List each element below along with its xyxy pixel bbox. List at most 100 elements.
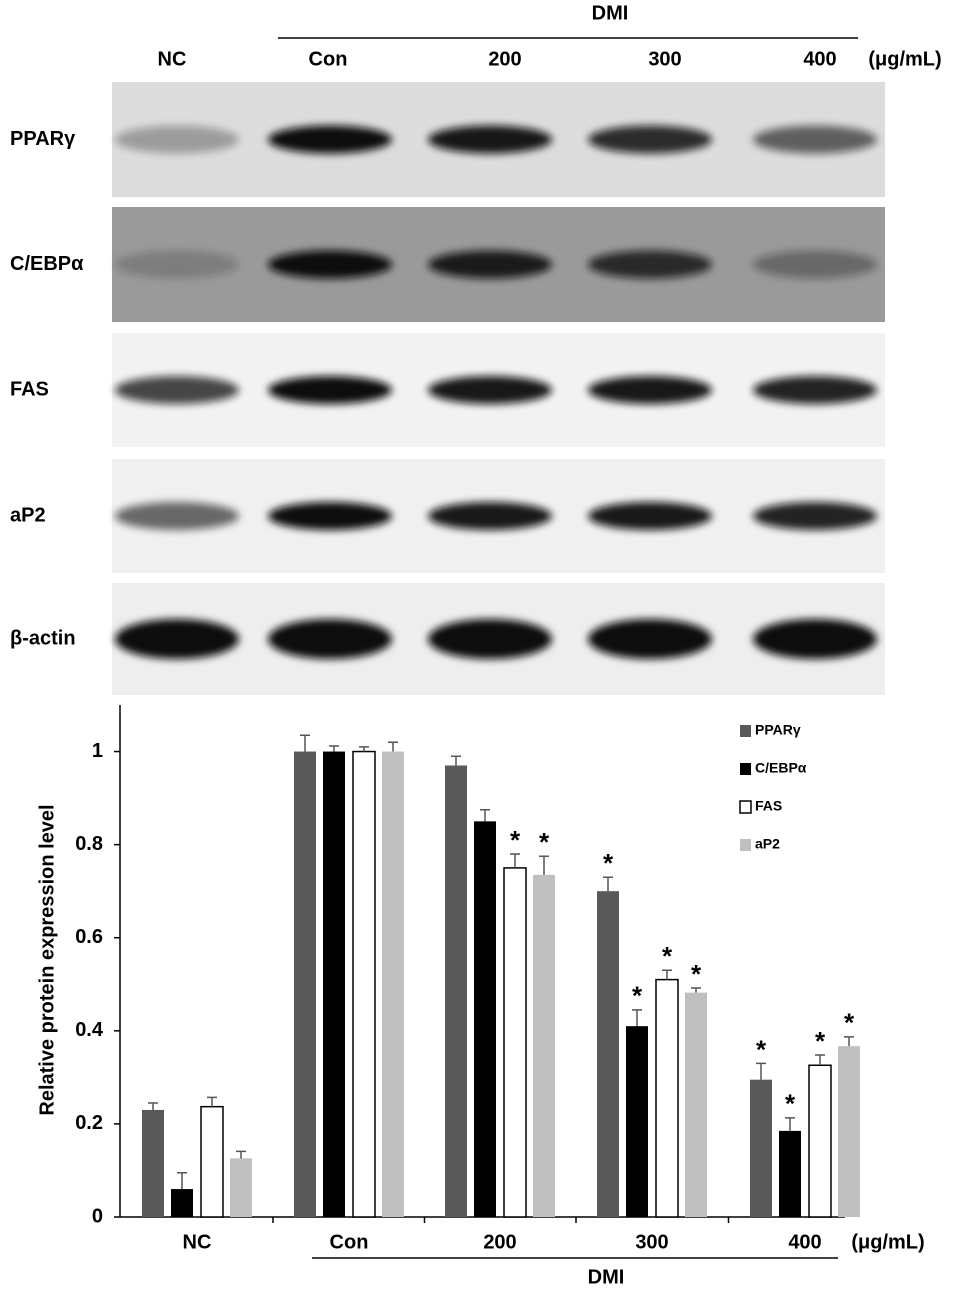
bar [142,1109,164,1217]
blot-band [268,376,392,404]
bar [597,891,619,1217]
error-bar [603,876,613,892]
y-tick-label: 0.4 [75,1019,104,1041]
error-bar [691,987,701,993]
blot-band [428,619,552,659]
bar [294,751,316,1217]
bar [779,1130,801,1217]
x-tick-label: 400 [788,1231,821,1253]
significance-mark: * [603,848,614,878]
blot-band [588,619,712,659]
blot-band [753,250,877,279]
error-bar [480,808,490,822]
significance-mark: * [662,941,673,971]
lane-label: Con [309,48,348,70]
legend-label: FAS [755,798,782,814]
error-bar [177,1172,187,1190]
bar [750,1079,772,1217]
protein-label: PPARγ [10,128,76,150]
lane-label: 200 [488,48,521,70]
error-bar [329,745,339,752]
blot-band [115,619,239,659]
y-axis-label: Relative protein expression level [36,804,58,1115]
protein-label: β-actin [10,627,76,649]
bar [230,1158,252,1217]
protein-label: FAS [10,378,49,400]
bar [352,750,376,1218]
blot-band [268,125,392,154]
significance-mark: * [785,1089,796,1119]
bar [533,874,555,1217]
blot-band [268,250,392,279]
bar [655,978,679,1218]
legend-label: C/EBPα [755,760,807,776]
lane-label: NC [158,48,187,70]
y-tick-label: 0.2 [75,1112,103,1134]
bar [171,1189,193,1217]
bar [200,1105,224,1218]
significance-mark: * [756,1034,767,1064]
blot-band [588,250,712,279]
lane-label: 300 [648,48,681,70]
legend-swatch [740,839,751,851]
blot-band [428,376,552,404]
bar [685,992,707,1217]
significance-mark: * [632,981,643,1011]
error-bar [756,1062,766,1080]
legend-label: PPARγ [755,722,801,738]
error-bar [388,741,398,752]
bar [808,1064,832,1218]
x-tick-label: 300 [635,1231,668,1253]
legend-swatch [740,725,751,737]
significance-mark: * [510,825,521,855]
error-bar [300,734,310,752]
significance-mark: * [815,1026,826,1056]
protein-label: C/EBPα [10,253,84,275]
bar [382,751,404,1217]
error-bar [815,1054,825,1066]
blot-group-label: DMI [592,2,629,24]
error-bar [662,969,672,980]
lane-label: 400 [803,48,836,70]
significance-mark: * [691,959,702,989]
error-bar [148,1102,158,1110]
blot-band [428,502,552,530]
significance-mark: * [844,1008,855,1038]
error-bar [510,853,520,868]
blot-band [428,125,552,154]
blot-band [588,502,712,530]
blot-band [268,619,392,659]
bar [445,765,467,1217]
blot-band [268,502,392,530]
error-bar [207,1096,217,1107]
blot-band [753,125,877,154]
error-bar [539,855,549,875]
blot-band [428,250,552,279]
blot-band [115,502,239,530]
blot-band [115,125,239,154]
significance-mark: * [539,827,550,857]
x-tick-label: NC [183,1231,212,1253]
blot-band [588,125,712,154]
y-tick-label: 0 [92,1205,103,1227]
error-bar [451,755,461,766]
bar [626,1026,648,1217]
bar [323,751,345,1217]
y-tick-label: 0.6 [75,926,103,948]
error-bar [236,1150,246,1159]
legend-swatch [739,800,752,814]
x-group-label: DMI [588,1266,625,1288]
x-tick-label: Con [330,1231,369,1253]
legend-swatch [740,763,751,775]
error-bar [632,1009,642,1027]
bar [838,1046,860,1217]
blot-band [115,376,239,404]
error-bar [359,746,369,752]
y-tick-label: 0.8 [75,833,103,855]
blot-unit: (μg/mL) [868,48,941,70]
error-bar [844,1036,854,1047]
error-bar [785,1117,795,1131]
x-unit: (μg/mL) [851,1231,924,1253]
bar [503,867,527,1218]
protein-label: aP2 [10,504,46,526]
